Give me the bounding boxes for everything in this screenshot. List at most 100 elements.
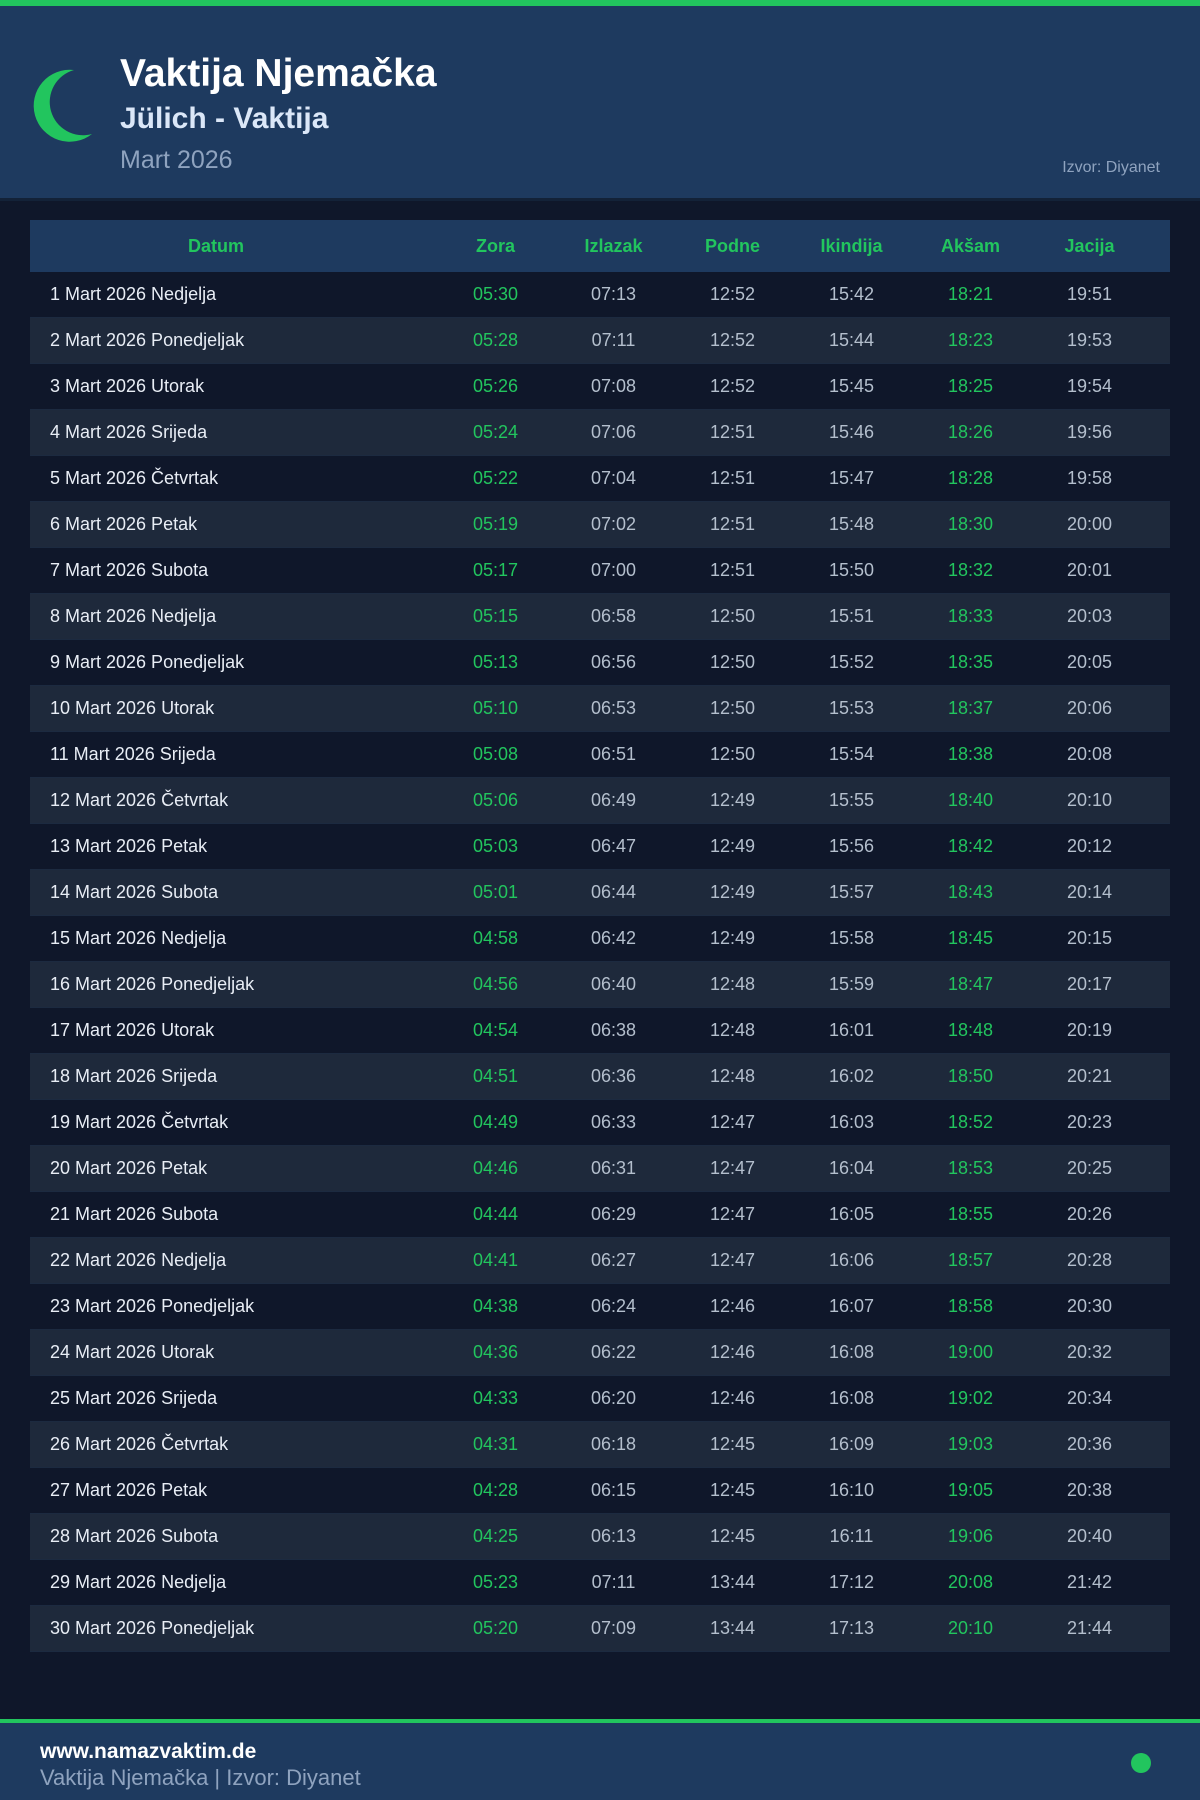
table-row: 5 Mart 2026 Četvrtak 05:22 07:04 12:51 15:47…: [30, 456, 1170, 502]
cell-zora: 04:44: [472, 1204, 519, 1224]
cell-jacija: 19:51: [1066, 284, 1113, 304]
cell-izlazak: 07:11: [591, 330, 636, 350]
cell-podne: 12:46: [709, 1342, 756, 1362]
cell-jacija: 20:05: [1066, 652, 1113, 672]
cell-izlazak: 06:20: [590, 1388, 637, 1408]
cell-aksam: 18:38: [947, 744, 994, 764]
cell-izlazak: 06:18: [590, 1434, 637, 1454]
cell-aksam: 18:30: [947, 514, 994, 534]
cell-ikindija: 15:56: [828, 836, 875, 856]
source-label: Izvor: Diyanet: [1062, 159, 1160, 176]
table-row: 16 Mart 2026 Ponedjeljak 04:56 06:40 12:48 1…: [30, 962, 1170, 1008]
cell-ikindija: 16:08: [828, 1342, 875, 1362]
month-label: Mart 2026: [120, 146, 233, 174]
cell-zora: 05:23: [472, 1572, 519, 1592]
cell-izlazak: 06:42: [590, 928, 637, 948]
cell-zora: 05:13: [472, 652, 519, 672]
cell-aksam: 18:21: [947, 284, 994, 304]
cell-izlazak: 06:58: [590, 606, 637, 626]
cell-podne: 12:47: [709, 1112, 756, 1132]
cell-zora: 05:24: [472, 422, 519, 442]
cell-ikindija: 15:46: [828, 422, 875, 442]
cell-jacija: 20:15: [1066, 928, 1113, 948]
cell-ikindija: 16:01: [828, 1020, 875, 1040]
cell-zora: 05:22: [472, 468, 519, 488]
table-row: 2 Mart 2026 Ponedjeljak 05:28 07:11 12:52 15…: [30, 318, 1170, 364]
cell-zora: 04:25: [472, 1526, 519, 1546]
column-header-datum: Datum: [187, 235, 244, 256]
cell-date: 4 Mart 2026 Srijeda: [50, 422, 208, 442]
cell-izlazak: 06:53: [590, 698, 637, 718]
cell-aksam: 18:33: [947, 606, 994, 626]
table-row: 30 Mart 2026 Ponedjeljak 05:20 07:09 13:44 1…: [30, 1606, 1170, 1652]
cell-date: 13 Mart 2026 Petak: [50, 836, 208, 856]
cell-aksam: 18:58: [947, 1296, 994, 1316]
page-header: Vaktija Njemačka Jülich - Vaktija Mart 2…: [0, 6, 1200, 201]
cell-ikindija: 17:13: [828, 1618, 875, 1638]
cell-date: 12 Mart 2026 Četvrtak: [50, 790, 229, 810]
table-row: 23 Mart 2026 Ponedjeljak 04:38 06:24 12:46 1…: [30, 1284, 1170, 1330]
table-row: 22 Mart 2026 Nedjelja 04:41 06:27 12:47 16:0…: [30, 1238, 1170, 1284]
cell-zora: 05:26: [472, 376, 519, 396]
cell-jacija: 20:23: [1066, 1112, 1113, 1132]
cell-jacija: 20:36: [1066, 1434, 1113, 1454]
cell-izlazak: 07:02: [590, 514, 637, 534]
column-header-podne: Podne: [704, 235, 760, 256]
footer-site-link[interactable]: www.namazvaktim.de: [40, 1740, 257, 1763]
cell-date: 30 Mart 2026 Ponedjeljak: [50, 1618, 255, 1638]
table-row: 10 Mart 2026 Utorak 05:10 06:53 12:50 15:53 1…: [30, 686, 1170, 732]
footer-accent-bar: [0, 1719, 1200, 1723]
cell-zora: 05:17: [472, 560, 519, 580]
cell-ikindija: 16:11: [829, 1526, 874, 1546]
cell-zora: 05:01: [472, 882, 519, 902]
cell-ikindija: 15:53: [828, 698, 875, 718]
table-row: 25 Mart 2026 Srijeda 04:33 06:20 12:46 16:08…: [30, 1376, 1170, 1422]
page-footer: www.namazvaktim.de Vaktija Njemačka | Iz…: [0, 1723, 1200, 1800]
column-header-ikindija: Ikindija: [820, 235, 883, 256]
cell-jacija: 20:14: [1066, 882, 1113, 902]
cell-izlazak: 07:09: [590, 1618, 637, 1638]
cell-izlazak: 07:11: [591, 1572, 636, 1592]
cell-podne: 12:49: [709, 882, 756, 902]
cell-aksam: 18:35: [947, 652, 994, 672]
cell-jacija: 20:26: [1066, 1204, 1113, 1224]
column-header-zora: Zora: [475, 235, 515, 256]
cell-ikindija: 15:59: [828, 974, 875, 994]
cell-podne: 12:52: [709, 330, 756, 350]
table-row: 24 Mart 2026 Utorak 04:36 06:22 12:46 16:08 1…: [30, 1330, 1170, 1376]
cell-date: 2 Mart 2026 Ponedjeljak: [50, 330, 245, 350]
cell-ikindija: 15:44: [828, 330, 875, 350]
cell-izlazak: 06:38: [590, 1020, 637, 1040]
cell-izlazak: 06:49: [590, 790, 637, 810]
cell-aksam: 18:47: [947, 974, 994, 994]
table-row: 28 Mart 2026 Subota 04:25 06:13 12:45 16:11 1…: [30, 1514, 1170, 1560]
cell-podne: 12:50: [709, 606, 756, 626]
cell-izlazak: 06:33: [590, 1112, 637, 1132]
cell-izlazak: 06:40: [590, 974, 637, 994]
cell-ikindija: 15:51: [828, 606, 875, 626]
table-header: Datum Zora Izlazak Podne Ikindija Akšam …: [30, 220, 1170, 272]
cell-izlazak: 06:44: [590, 882, 637, 902]
cell-aksam: 20:10: [947, 1618, 994, 1638]
cell-ikindija: 15:48: [828, 514, 875, 534]
cell-date: 6 Mart 2026 Petak: [50, 514, 198, 534]
cell-date: 14 Mart 2026 Subota: [50, 882, 219, 902]
cell-jacija: 19:58: [1066, 468, 1113, 488]
cell-podne: 13:44: [709, 1572, 756, 1592]
cell-aksam: 18:26: [947, 422, 994, 442]
cell-zora: 05:20: [472, 1618, 519, 1638]
cell-aksam: 19:00: [947, 1342, 994, 1362]
cell-aksam: 18:40: [947, 790, 994, 810]
cell-izlazak: 06:15: [590, 1480, 637, 1500]
cell-ikindija: 15:57: [828, 882, 875, 902]
cell-zora: 04:46: [472, 1158, 519, 1178]
cell-jacija: 20:38: [1066, 1480, 1113, 1500]
cell-izlazak: 06:24: [590, 1296, 637, 1316]
table-row: 14 Mart 2026 Subota 05:01 06:44 12:49 15:57 1…: [30, 870, 1170, 916]
crescent-moon-icon: [33, 69, 92, 142]
cell-zora: 04:33: [472, 1388, 519, 1408]
cell-zora: 04:49: [472, 1112, 519, 1132]
cell-date: 9 Mart 2026 Ponedjeljak: [50, 652, 245, 672]
cell-ikindija: 16:08: [828, 1388, 875, 1408]
table-row: 4 Mart 2026 Srijeda 05:24 07:06 12:51 15:46 1…: [30, 410, 1170, 456]
